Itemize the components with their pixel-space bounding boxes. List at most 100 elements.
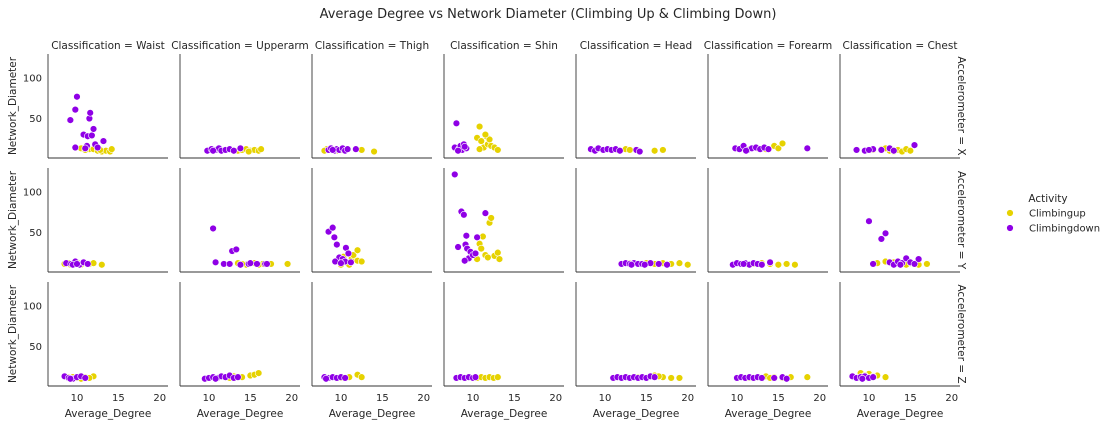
point-climbingdown xyxy=(869,373,877,381)
legend-marker-climbingdown xyxy=(1006,224,1014,232)
point-climbingdown xyxy=(742,147,750,155)
point-climbingdown xyxy=(471,373,480,381)
point-climbingdown xyxy=(454,147,462,155)
point-climbingdown xyxy=(232,245,240,254)
panel-x-thigh xyxy=(311,54,432,159)
panel-x-head xyxy=(575,54,696,159)
panel-x-chest xyxy=(839,54,960,159)
point-climbingup xyxy=(774,261,783,269)
col-header-waist: Classification = Waist xyxy=(51,40,165,52)
legend: Activity Climbingup Climbingdown xyxy=(1006,193,1100,235)
point-climbingup xyxy=(357,373,366,381)
point-climbingup xyxy=(667,374,675,382)
point-climbingup xyxy=(778,139,787,148)
row-header-z: Accelerometer = Z xyxy=(955,284,967,383)
col-header-shin: Classification = Shin xyxy=(450,40,558,52)
legend-label-climbingup: Climbingup xyxy=(1029,209,1086,220)
point-climbingdown xyxy=(627,261,636,269)
point-climbingup xyxy=(357,257,366,266)
point-climbingdown xyxy=(460,257,469,265)
panel-y-chest xyxy=(839,168,960,273)
point-climbingup xyxy=(244,147,253,156)
point-climbingdown xyxy=(347,258,355,267)
y-axis-label: Network_Diameter xyxy=(7,284,19,383)
point-climbingup xyxy=(98,261,106,269)
point-climbingdown xyxy=(225,260,234,268)
point-climbingdown xyxy=(89,125,98,133)
x-tick-label: 15 xyxy=(640,393,653,404)
point-climbingup xyxy=(477,244,485,253)
point-climbingdown xyxy=(234,373,242,381)
point-climbingdown xyxy=(636,147,644,156)
point-climbingdown xyxy=(211,375,220,383)
point-climbingdown xyxy=(236,144,245,153)
x-tick-label: 15 xyxy=(376,393,389,404)
point-climbingdown xyxy=(328,223,337,232)
panel-x-upperarm xyxy=(179,54,300,159)
y-tick-label: 100 xyxy=(23,74,42,85)
x-axis-label: Average_Degree xyxy=(857,408,944,420)
point-climbingdown xyxy=(890,147,898,155)
col-header-forearm: Classification = Forearm xyxy=(704,40,832,52)
x-tick-label: 20 xyxy=(285,393,298,404)
row-header-y: Accelerometer = Y xyxy=(955,171,967,270)
point-climbingdown xyxy=(454,243,462,251)
point-climbingup xyxy=(774,144,783,153)
chart-title: Average Degree vs Network Diameter (Clim… xyxy=(320,7,777,22)
x-tick-label: 15 xyxy=(904,393,917,404)
point-climbingup xyxy=(108,145,116,153)
point-climbingup xyxy=(803,373,812,381)
x-tick-label: 20 xyxy=(813,393,826,404)
point-climbingdown xyxy=(352,145,360,153)
point-climbingdown xyxy=(616,147,624,155)
point-climbingdown xyxy=(471,249,480,258)
point-climbingdown xyxy=(452,119,461,128)
point-climbingup xyxy=(495,255,504,263)
point-climbingdown xyxy=(209,224,217,233)
point-climbingup xyxy=(650,147,659,155)
point-climbingdown xyxy=(73,93,81,101)
point-climbingdown xyxy=(914,255,923,263)
facet-grid: Classification = Waist Classification = U… xyxy=(7,40,967,420)
legend-title: Activity xyxy=(1028,193,1067,205)
point-climbingdown xyxy=(460,143,469,151)
point-climbingdown xyxy=(877,235,886,243)
point-climbingdown xyxy=(88,131,96,140)
point-climbingup xyxy=(494,146,502,154)
x-tick-label: 10 xyxy=(203,393,216,404)
point-climbingdown xyxy=(337,259,345,267)
point-climbingdown xyxy=(481,209,490,217)
point-climbingup xyxy=(481,130,490,139)
point-climbingup xyxy=(791,261,799,269)
point-climbingdown xyxy=(66,116,75,124)
point-climbingup xyxy=(659,146,667,154)
point-climbingdown xyxy=(341,374,349,382)
point-climbingdown xyxy=(462,232,471,240)
y-axis-label: Network_Diameter xyxy=(7,56,19,155)
col-header-thigh: Classification = Thigh xyxy=(315,40,429,52)
x-tick-label: 20 xyxy=(549,393,562,404)
point-climbingdown xyxy=(236,261,245,269)
point-climbingdown xyxy=(93,143,102,152)
panel-x-forearm xyxy=(707,54,828,159)
point-climbingdown xyxy=(858,375,867,383)
point-climbingdown xyxy=(253,260,261,268)
panel-z-waist: 50 100 Network_Diameter 10 15 20Average_Degre… xyxy=(7,282,168,420)
point-climbingdown xyxy=(758,261,766,269)
point-climbingup xyxy=(675,259,684,267)
x-tick-label: 10 xyxy=(863,393,876,404)
legend-label-climbingdown: Climbingdown xyxy=(1029,224,1100,235)
x-axis-label: Average_Degree xyxy=(725,408,812,420)
point-climbingdown xyxy=(910,141,919,149)
point-climbingdown xyxy=(640,261,649,269)
x-axis-label: Average_Degree xyxy=(65,408,152,420)
x-axis-label: Average_Degree xyxy=(461,408,548,420)
legend-marker-climbingup xyxy=(1006,209,1014,217)
x-tick-label: 20 xyxy=(945,393,958,404)
point-climbingdown xyxy=(896,261,905,269)
x-tick-label: 10 xyxy=(71,393,84,404)
x-tick-label: 10 xyxy=(731,393,744,404)
x-axis-label: Average_Degree xyxy=(329,408,416,420)
